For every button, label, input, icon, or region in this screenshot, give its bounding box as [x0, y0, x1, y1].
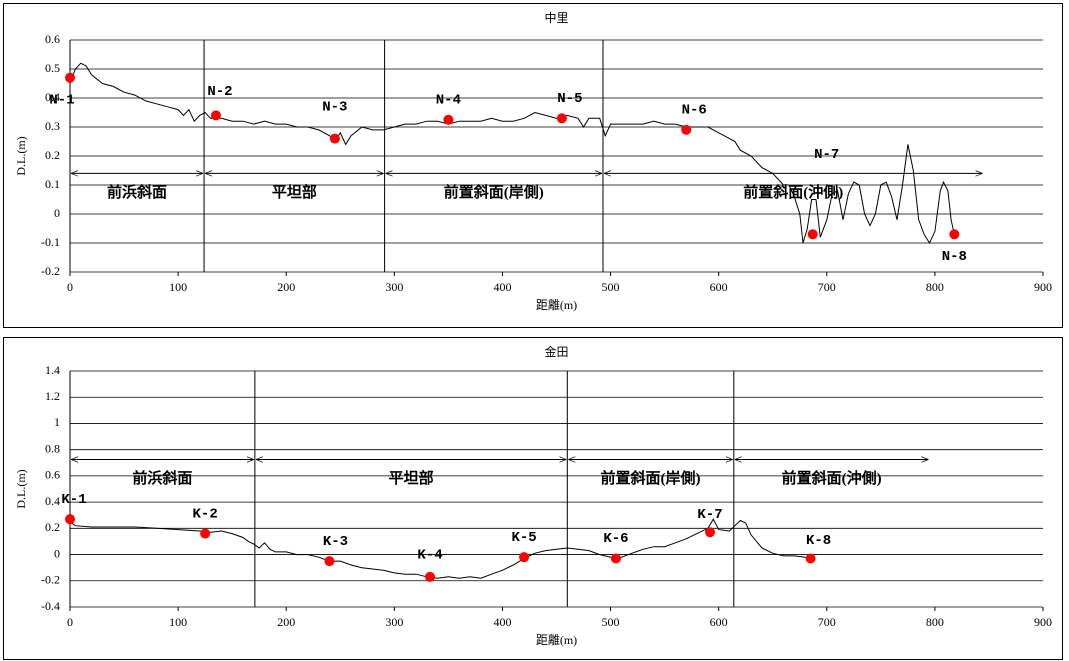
- point-label: N-8: [942, 249, 967, 265]
- zone-label: 前置斜面(沖側): [743, 183, 843, 201]
- point-label: K-2: [193, 506, 218, 522]
- x-tick-label: 500: [602, 280, 620, 294]
- x-tick-label: 800: [926, 280, 944, 294]
- zone-label: 前置斜面(岸側): [444, 183, 544, 201]
- point-label: K-7: [697, 507, 722, 523]
- y-tick-label: 0: [54, 546, 60, 560]
- y-axis-label: D.L.(m): [14, 469, 28, 508]
- y-tick-label: -0.2: [41, 264, 60, 278]
- survey-point: [65, 514, 75, 525]
- point-label: N-7: [814, 147, 839, 163]
- y-tick-label: -0.1: [41, 235, 60, 249]
- profile-line: [69, 518, 811, 579]
- x-tick-label: 600: [710, 615, 728, 629]
- x-tick-label: 300: [385, 280, 403, 294]
- survey-point: [556, 113, 567, 124]
- zone-label: 前置斜面(岸側): [601, 469, 701, 487]
- survey-point: [519, 552, 530, 563]
- y-tick-label: -0.2: [41, 573, 60, 587]
- x-tick-label: 700: [818, 280, 836, 294]
- x-tick-label: 900: [1034, 615, 1052, 629]
- point-label: N-5: [557, 91, 582, 107]
- survey-point: [443, 114, 454, 125]
- y-axis-label: D.L.(m): [14, 136, 28, 175]
- x-tick-label: 800: [926, 615, 944, 629]
- point-label: K-5: [511, 530, 536, 546]
- point-label: K-4: [417, 548, 442, 564]
- y-tick-label: 0.6: [45, 468, 60, 482]
- survey-point: [425, 571, 436, 582]
- survey-point: [210, 110, 221, 121]
- survey-point: [807, 229, 818, 240]
- survey-point: [805, 553, 816, 564]
- point-label: K-3: [323, 534, 348, 550]
- survey-point: [65, 72, 75, 83]
- survey-point: [705, 527, 716, 538]
- panel-border: [3, 3, 1063, 328]
- zone-label: 前浜斜面: [132, 469, 192, 487]
- survey-point: [610, 553, 621, 564]
- y-tick-label: 0.8: [45, 441, 60, 455]
- point-label: N-3: [322, 99, 347, 115]
- y-tick-label: 0.3: [45, 119, 60, 133]
- y-tick-label: 0: [54, 206, 60, 220]
- point-label: N-2: [207, 84, 232, 100]
- y-tick-label: 0.6: [45, 32, 60, 46]
- survey-point: [949, 229, 960, 240]
- x-tick-label: 700: [818, 615, 836, 629]
- panel-border: [3, 337, 1063, 660]
- point-label: N-6: [682, 103, 707, 119]
- y-tick-label: 1.2: [45, 389, 60, 403]
- x-tick-label: 400: [493, 615, 511, 629]
- x-tick-label: 400: [493, 280, 511, 294]
- zone-label: 平坦部: [389, 469, 434, 487]
- y-tick-label: 0.2: [45, 148, 60, 162]
- y-tick-label: 0.4: [45, 90, 60, 104]
- survey-point: [329, 133, 340, 144]
- zone-label: 平坦部: [272, 183, 317, 201]
- y-tick-label: -0.4: [41, 599, 60, 613]
- y-tick-label: 1: [54, 415, 60, 429]
- y-tick-label: 0.1: [45, 177, 60, 191]
- point-label: N-1: [49, 92, 74, 108]
- point-label: K-8: [806, 533, 831, 549]
- x-tick-label: 500: [602, 615, 620, 629]
- x-tick-label: 200: [277, 615, 295, 629]
- y-tick-label: 0.2: [45, 520, 60, 534]
- x-tick-label: 100: [169, 615, 187, 629]
- x-tick-label: 0: [67, 615, 73, 629]
- survey-point: [200, 528, 211, 539]
- x-tick-label: 600: [710, 280, 728, 294]
- survey-point: [324, 556, 335, 567]
- x-tick-label: 900: [1034, 280, 1052, 294]
- chart-title: 金田: [544, 344, 568, 359]
- x-axis-label: 距離(m): [536, 633, 577, 647]
- zone-label: 前置斜面(沖側): [782, 469, 882, 487]
- y-tick-label: 0.5: [45, 61, 60, 75]
- point-label: K-6: [603, 531, 628, 547]
- point-label: N-4: [436, 92, 461, 108]
- x-tick-label: 300: [385, 615, 403, 629]
- x-tick-label: 100: [169, 280, 187, 294]
- zone-label: 前浜斜面: [107, 183, 167, 201]
- x-tick-label: 0: [67, 280, 73, 294]
- x-axis-label: 距離(m): [536, 298, 577, 312]
- survey-point: [681, 124, 692, 135]
- y-tick-label: 1.4: [45, 363, 60, 377]
- y-tick-label: 0.4: [45, 494, 60, 508]
- chart-title: 中里: [544, 10, 568, 25]
- point-label: K-1: [61, 492, 86, 508]
- x-tick-label: 200: [277, 280, 295, 294]
